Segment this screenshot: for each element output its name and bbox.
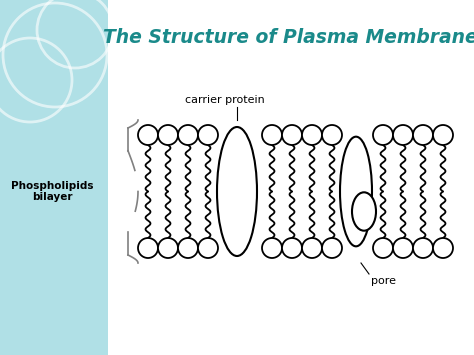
Circle shape bbox=[138, 238, 158, 258]
Circle shape bbox=[393, 125, 413, 145]
Circle shape bbox=[393, 238, 413, 258]
Circle shape bbox=[373, 238, 393, 258]
Ellipse shape bbox=[340, 137, 372, 246]
Text: The Structure of Plasma Membrane: The Structure of Plasma Membrane bbox=[103, 28, 474, 47]
Circle shape bbox=[178, 238, 198, 258]
Circle shape bbox=[282, 238, 302, 258]
Ellipse shape bbox=[217, 127, 257, 256]
Circle shape bbox=[322, 125, 342, 145]
Circle shape bbox=[262, 125, 282, 145]
Bar bbox=[0, 0, 108, 355]
Circle shape bbox=[138, 125, 158, 145]
Circle shape bbox=[158, 125, 178, 145]
Circle shape bbox=[433, 238, 453, 258]
Text: Phospholipids
bilayer: Phospholipids bilayer bbox=[11, 181, 93, 202]
Circle shape bbox=[413, 125, 433, 145]
Circle shape bbox=[433, 125, 453, 145]
Circle shape bbox=[262, 238, 282, 258]
Circle shape bbox=[198, 125, 218, 145]
Circle shape bbox=[373, 125, 393, 145]
Text: carrier protein: carrier protein bbox=[185, 95, 265, 105]
Ellipse shape bbox=[352, 192, 376, 231]
Circle shape bbox=[282, 125, 302, 145]
Circle shape bbox=[178, 125, 198, 145]
Circle shape bbox=[302, 238, 322, 258]
Circle shape bbox=[158, 238, 178, 258]
Circle shape bbox=[413, 238, 433, 258]
Circle shape bbox=[302, 125, 322, 145]
Circle shape bbox=[322, 238, 342, 258]
Text: pore: pore bbox=[371, 276, 396, 286]
Circle shape bbox=[198, 238, 218, 258]
